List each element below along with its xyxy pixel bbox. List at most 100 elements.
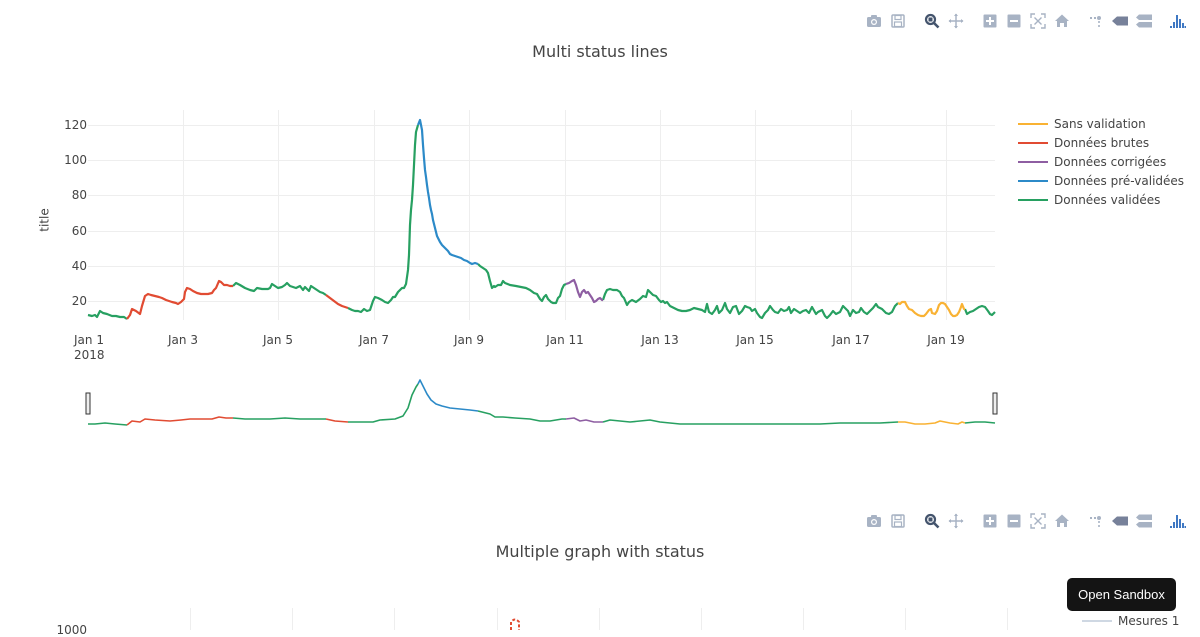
chart1-title: Multi status lines [532, 42, 668, 61]
zoom-in-button[interactable] [978, 10, 1002, 32]
modebar-group-hover [1084, 10, 1156, 32]
reset-axes-button[interactable] [1050, 10, 1074, 32]
pan-icon [948, 513, 964, 529]
modebar-group-drag [920, 10, 968, 32]
trace-donnees-brutes-2 [325, 294, 349, 310]
x-tick-jan1: Jan 1 2018 [58, 333, 134, 363]
legend-label: Mesures 1 [1118, 614, 1180, 628]
plotly-logo-icon [1170, 15, 1186, 28]
spikelines-icon [1090, 16, 1101, 27]
modebar-group-logo [1166, 510, 1190, 532]
camera-button[interactable] [862, 510, 886, 532]
legend-swatch-icon [1018, 179, 1048, 182]
zoom-icon [924, 513, 940, 529]
home-icon [1055, 514, 1069, 527]
y-tick-40: 40 [71, 259, 87, 273]
legend-swatch-icon [1018, 141, 1048, 144]
legend-label: Données pré-validées [1054, 173, 1185, 188]
plotly-logo-button[interactable] [1166, 510, 1190, 532]
y-tick-100: 100 [64, 153, 87, 167]
camera-button[interactable] [862, 10, 886, 32]
chart1-range-slider[interactable] [85, 378, 998, 440]
open-sandbox-button[interactable]: Open Sandbox [1067, 578, 1176, 611]
x-tick-year: 2018 [74, 348, 105, 362]
x-tick-jan17: Jan 17 [832, 333, 870, 347]
legend-item-donnees-validees[interactable]: Données validées [1018, 190, 1184, 209]
trace-donnees-validees-2 [232, 281, 327, 296]
x-tick-jan7: Jan 7 [359, 333, 389, 347]
legend-label: Données corrigées [1054, 154, 1167, 169]
y-tick-60: 60 [71, 224, 87, 238]
hover-closest-icon [1112, 516, 1128, 526]
autoscale-icon [1030, 513, 1046, 529]
save-icon [891, 514, 905, 528]
plotly-logo-button[interactable] [1166, 10, 1190, 32]
modebar-group-logo [1166, 10, 1190, 32]
pan-icon [948, 13, 964, 29]
zoom-out-button[interactable] [1002, 10, 1026, 32]
hover-closest-button[interactable] [1108, 10, 1132, 32]
range-slider-handle-left [85, 392, 91, 415]
legend-item-donnees-pre-validees[interactable]: Données pré-validées [1018, 171, 1184, 190]
modebar-top [852, 10, 1190, 32]
hover-closest-button[interactable] [1108, 510, 1132, 532]
trace-donnees-validees-4 [477, 263, 567, 305]
modebar-group-drag [920, 510, 968, 532]
zoom-button[interactable] [920, 10, 944, 32]
trace-sans-validation [897, 300, 966, 318]
chart1-traces [87, 118, 996, 320]
camera-icon [867, 15, 881, 27]
legend-swatch-icon [1082, 620, 1112, 622]
range-slider-handle-right [992, 392, 998, 415]
spikelines-icon [1090, 516, 1101, 527]
legend-item-donnees-corrigees[interactable]: Données corrigées [1018, 152, 1184, 171]
zoom-button[interactable] [920, 510, 944, 532]
zoom-icon [924, 13, 940, 29]
zoom-in-button[interactable] [978, 510, 1002, 532]
pan-button[interactable] [944, 10, 968, 32]
modebar-group-export [862, 10, 910, 32]
modebar-group-zoom [978, 10, 1074, 32]
chart2-legend-item-mesures-1[interactable]: Mesures 1 [1082, 614, 1179, 628]
reset-axes-button[interactable] [1050, 510, 1074, 532]
hover-compare-icon [1136, 514, 1152, 528]
autoscale-button[interactable] [1026, 510, 1050, 532]
zoom-out-icon [1007, 14, 1021, 28]
legend-item-sans-validation[interactable]: Sans validation [1018, 114, 1184, 133]
x-tick-jan19: Jan 19 [927, 333, 965, 347]
legend-label: Données brutes [1054, 135, 1150, 150]
hover-closest-icon [1112, 16, 1128, 26]
trace-donnees-pre-validees [416, 118, 479, 266]
zoom-out-button[interactable] [1002, 510, 1026, 532]
trace-donnees-validees-5 [601, 287, 899, 320]
hover-compare-button[interactable] [1132, 10, 1156, 32]
trace-donnees-validees-3 [347, 124, 420, 314]
spikelines-button[interactable] [1084, 10, 1108, 32]
x-tick-jan9: Jan 9 [454, 333, 484, 347]
x-tick-jan1-label: Jan 1 [74, 333, 104, 347]
y-tick-120: 120 [64, 118, 87, 132]
x-tick-jan3: Jan 3 [168, 333, 198, 347]
spikelines-button[interactable] [1084, 510, 1108, 532]
chart2-title: Multiple graph with status [495, 542, 705, 561]
save-button[interactable] [886, 10, 910, 32]
hover-compare-icon [1136, 14, 1152, 28]
legend-swatch-icon [1018, 122, 1048, 125]
save-button[interactable] [886, 510, 910, 532]
chart1-gridlines [88, 110, 995, 320]
zoom-in-icon [983, 514, 997, 528]
modebar-group-hover [1084, 510, 1156, 532]
pan-button[interactable] [944, 510, 968, 532]
hover-compare-button[interactable] [1132, 510, 1156, 532]
legend-swatch-icon [1018, 198, 1048, 201]
legend-swatch-icon [1018, 160, 1048, 163]
legend-item-donnees-brutes[interactable]: Données brutes [1018, 133, 1184, 152]
modebar-chart2 [852, 510, 1190, 532]
modebar-group-export [862, 510, 910, 532]
trace-donnees-validees-1 [87, 309, 128, 320]
camera-icon [867, 515, 881, 527]
chart1-legend: Sans validation Données brutes Données c… [1018, 114, 1184, 209]
home-icon [1055, 14, 1069, 27]
autoscale-button[interactable] [1026, 10, 1050, 32]
